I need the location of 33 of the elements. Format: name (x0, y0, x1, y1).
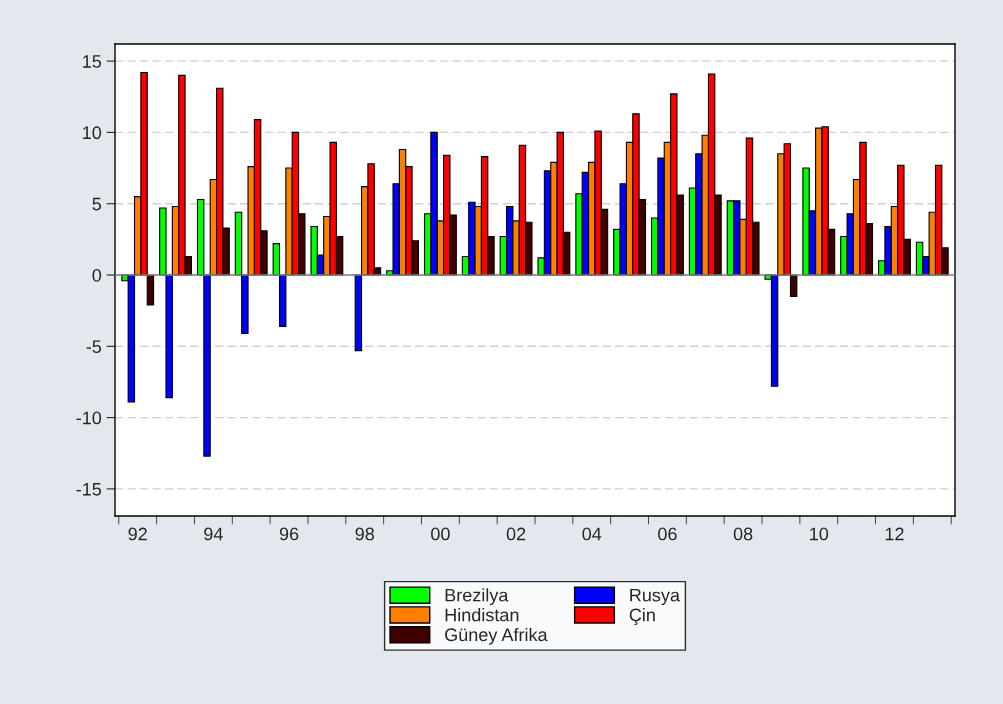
legend-label: Rusya (630, 588, 680, 606)
y-tick-label: -10 (76, 411, 102, 425)
x-tick-label: 04 (582, 527, 602, 541)
bar (354, 274, 363, 352)
legend-label: Güney Afrika (445, 627, 548, 645)
legend-label: Hindistan (445, 608, 519, 622)
y-tick-label: 15 (83, 55, 102, 68)
y-tick-label: 5 (92, 197, 102, 211)
bar (272, 243, 281, 276)
x-tick-label: 00 (431, 527, 450, 541)
x-tick-label: 08 (733, 527, 753, 541)
legend-label: Brezilya (445, 588, 509, 606)
x-tick-label: 10 (810, 527, 829, 541)
y-tick-label: 10 (83, 126, 102, 140)
bar (278, 274, 287, 327)
bar (159, 207, 167, 276)
legend-label: Çin (629, 608, 655, 625)
x-tick-label: 02 (506, 527, 526, 541)
bar (146, 274, 155, 306)
bar (165, 274, 173, 399)
x-tick-label: 92 (128, 527, 147, 541)
x-tick-label: 06 (658, 527, 677, 541)
bar (203, 274, 211, 457)
y-tick-label: -5 (86, 340, 102, 354)
y-tick-label: -15 (76, 483, 102, 496)
x-tick-label: 98 (355, 527, 374, 541)
y-tick-label: 0 (92, 268, 102, 282)
bar (234, 211, 243, 276)
bar (196, 198, 205, 276)
bar (241, 274, 249, 335)
x-tick-label: 12 (885, 527, 904, 541)
x-tick-label: 96 (279, 527, 299, 541)
x-tick-label: 94 (204, 527, 223, 541)
